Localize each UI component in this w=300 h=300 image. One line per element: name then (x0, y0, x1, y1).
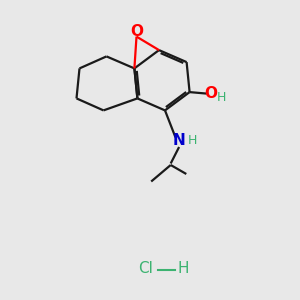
Text: H: H (188, 134, 197, 148)
Text: O: O (130, 24, 143, 39)
Text: O: O (205, 86, 218, 101)
Text: Cl: Cl (138, 261, 153, 276)
Text: H: H (217, 91, 226, 104)
Text: N: N (173, 133, 185, 148)
Text: H: H (177, 261, 189, 276)
